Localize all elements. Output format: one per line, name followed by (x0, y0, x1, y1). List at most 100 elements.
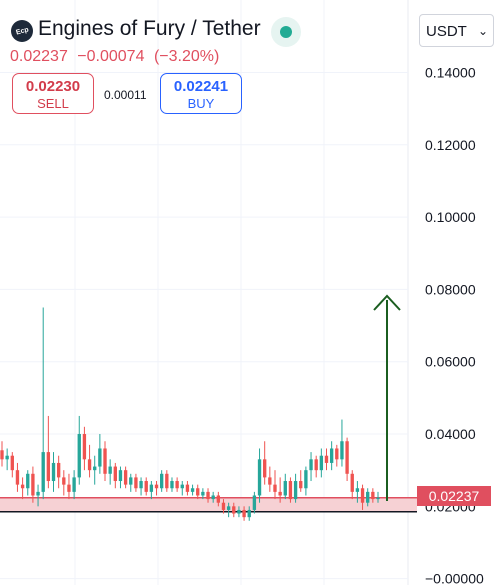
price-change: −0.00074 (77, 48, 145, 65)
candle-body (247, 509, 251, 518)
candlestick-series (0, 307, 380, 521)
candle-body (26, 473, 30, 489)
currency-select-value: USDT (426, 23, 467, 40)
candle-body (98, 448, 102, 467)
candle-body (340, 441, 344, 460)
candle-body (355, 488, 360, 492)
coin-logo-text: Ecp (14, 25, 30, 37)
candle-body (242, 509, 246, 518)
candle-body (366, 491, 370, 503)
candle-body (216, 495, 221, 503)
candle-body (56, 462, 61, 478)
market-status-dot-icon (280, 26, 292, 38)
candle-body (67, 484, 71, 492)
candle-body (144, 481, 148, 492)
last-price: 0.02237 (10, 48, 68, 65)
candle-body (319, 455, 324, 471)
candle-body (232, 506, 236, 514)
candle-body (46, 452, 51, 482)
candle-body (0, 450, 4, 460)
candle-body (371, 491, 375, 500)
candle-body (257, 459, 262, 496)
candle-body (263, 459, 267, 478)
market-status-indicator[interactable] (271, 17, 301, 47)
candle-body (345, 441, 349, 474)
candle-body (62, 477, 66, 485)
candle-body (273, 484, 277, 492)
candle-body (108, 466, 112, 474)
price-levels (0, 497, 417, 513)
candle-body (123, 470, 128, 485)
currency-select[interactable]: USDT ⌄ (419, 14, 494, 47)
candle-body (87, 459, 92, 471)
candle-body (335, 448, 339, 460)
candle-body (165, 473, 169, 489)
candle-body (324, 455, 329, 463)
candle-body (175, 481, 179, 489)
candle-body (211, 495, 215, 500)
candle-body (180, 484, 184, 489)
candle-body (201, 491, 205, 496)
y-tick-label: 0.04000 (425, 426, 476, 442)
sell-price: 0.02230 (25, 78, 81, 95)
candle-body (41, 452, 45, 492)
candle-body (299, 481, 303, 489)
current-price-tag-label: 0.02237 (429, 488, 480, 504)
y-tick-label: 0.14000 (425, 64, 476, 80)
buy-button[interactable]: 0.02241 BUY (160, 73, 242, 114)
candle-body (36, 491, 40, 496)
price-summary: 0.02237 −0.00074 (−3.20%) (10, 48, 224, 66)
candle-body (288, 481, 293, 500)
current-price-tag-bg (417, 486, 491, 506)
candle-body (159, 473, 164, 489)
candle-body (226, 506, 231, 510)
candle-body (206, 491, 210, 500)
candle-body (304, 470, 308, 489)
candle-body (309, 459, 313, 471)
candle-body (154, 484, 159, 489)
sell-label: SELL (37, 96, 69, 111)
current-price-tag: 0.02237 (417, 486, 491, 506)
y-tick-label: 0.12000 (425, 137, 476, 153)
candle-body (129, 477, 133, 485)
arrow-up-head (373, 294, 401, 311)
sell-button[interactable]: 0.02230 SELL (12, 73, 94, 114)
candle-body (15, 470, 20, 485)
candle-body (221, 502, 226, 510)
candle-body (196, 488, 200, 496)
candle-body (268, 477, 272, 485)
candle-body (149, 484, 154, 492)
candle-body (278, 491, 282, 496)
symbol-title: Engines of Fury / Tether (38, 17, 261, 40)
candle-body (93, 466, 97, 471)
y-tick-label: 0.10000 (425, 209, 476, 225)
candle-body (72, 477, 76, 492)
buy-label: BUY (187, 96, 215, 111)
candle-body (350, 473, 354, 492)
candle-body (10, 455, 14, 471)
y-axis: 0.14000 0.12000 0.10000 0.08000 0.06000 0.040… (425, 64, 484, 585)
candle-body (103, 448, 107, 474)
candle-body (314, 459, 318, 471)
candle-body (51, 462, 56, 482)
candle-body (82, 434, 87, 460)
candle-body (293, 481, 298, 500)
candle-body (139, 481, 143, 489)
candle-body (252, 495, 257, 510)
buy-price: 0.02241 (173, 78, 229, 95)
spread-value: 0.00011 (104, 88, 147, 102)
candle-body (170, 481, 174, 489)
candle-body (360, 488, 365, 503)
candle-body (118, 470, 123, 482)
y-tick-label: 0.06000 (425, 354, 476, 370)
candle-body (31, 473, 35, 496)
price-range-band (0, 497, 417, 512)
y-tick-label: 0.08000 (425, 281, 476, 297)
y-tick-label: −0.00000 (425, 571, 484, 585)
candle-body (5, 455, 9, 460)
candle-body (134, 477, 138, 489)
candle-body (113, 466, 117, 482)
price-change-percent: (−3.20%) (153, 48, 220, 65)
candle-body (190, 488, 195, 492)
